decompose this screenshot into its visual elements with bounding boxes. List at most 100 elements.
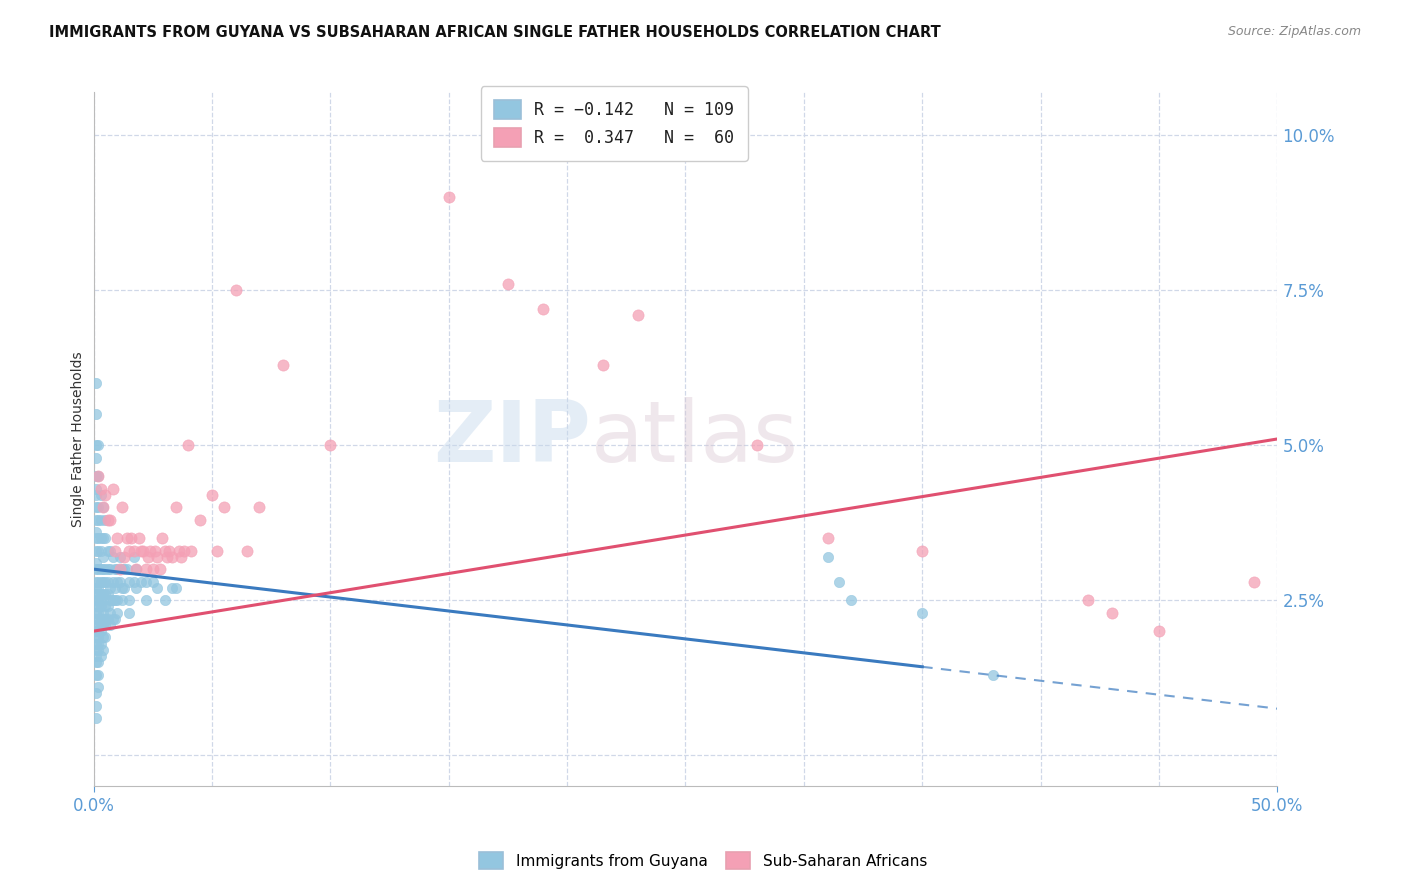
Point xyxy=(97,543,120,558)
Point xyxy=(911,606,934,620)
Point xyxy=(84,556,107,570)
Point xyxy=(87,612,110,626)
Point xyxy=(1077,593,1099,607)
Point xyxy=(84,581,107,595)
Point xyxy=(84,587,107,601)
Point xyxy=(94,531,117,545)
Point xyxy=(177,438,200,452)
Point xyxy=(90,488,112,502)
Point xyxy=(153,543,176,558)
Point xyxy=(87,512,110,526)
Point xyxy=(129,574,152,589)
Point xyxy=(496,277,519,291)
Point xyxy=(84,488,107,502)
Point xyxy=(115,531,138,545)
Point xyxy=(97,599,120,614)
Point xyxy=(101,549,124,564)
Point xyxy=(839,593,862,607)
Point xyxy=(84,531,107,545)
Point xyxy=(112,562,135,576)
Y-axis label: Single Father Households: Single Father Households xyxy=(72,351,86,527)
Point xyxy=(84,512,107,526)
Point xyxy=(87,618,110,632)
Point xyxy=(94,618,117,632)
Point xyxy=(87,631,110,645)
Point xyxy=(90,612,112,626)
Point xyxy=(84,599,107,614)
Point xyxy=(84,593,107,607)
Point xyxy=(87,438,110,452)
Point xyxy=(97,587,120,601)
Point xyxy=(165,581,187,595)
Point xyxy=(105,531,128,545)
Point xyxy=(84,667,107,681)
Point xyxy=(118,606,141,620)
Point xyxy=(108,562,131,576)
Point xyxy=(91,642,114,657)
Point xyxy=(592,358,614,372)
Point xyxy=(98,606,121,620)
Point xyxy=(84,606,107,620)
Point xyxy=(94,512,117,526)
Point xyxy=(136,549,159,564)
Point xyxy=(90,599,112,614)
Point xyxy=(84,407,107,421)
Point xyxy=(84,624,107,639)
Point xyxy=(101,482,124,496)
Point xyxy=(125,562,148,576)
Point xyxy=(87,680,110,694)
Point xyxy=(104,543,127,558)
Point xyxy=(94,574,117,589)
Point xyxy=(90,543,112,558)
Point xyxy=(84,655,107,669)
Point xyxy=(112,549,135,564)
Point xyxy=(118,574,141,589)
Point xyxy=(91,606,114,620)
Point xyxy=(87,624,110,639)
Point xyxy=(111,593,134,607)
Point xyxy=(87,543,110,558)
Point xyxy=(90,562,112,576)
Point xyxy=(97,562,120,576)
Point xyxy=(104,612,127,626)
Point xyxy=(104,562,127,576)
Point xyxy=(91,593,114,607)
Point xyxy=(87,587,110,601)
Point xyxy=(111,500,134,515)
Point xyxy=(91,631,114,645)
Point xyxy=(236,543,259,558)
Legend: Immigrants from Guyana, Sub-Saharan Africans: Immigrants from Guyana, Sub-Saharan Afri… xyxy=(472,846,934,875)
Point xyxy=(981,667,1004,681)
Point xyxy=(90,574,112,589)
Point xyxy=(94,562,117,576)
Point xyxy=(135,574,157,589)
Point xyxy=(180,543,202,558)
Point xyxy=(91,618,114,632)
Point xyxy=(1243,574,1265,589)
Point xyxy=(90,624,112,639)
Point xyxy=(84,642,107,657)
Point xyxy=(87,581,110,595)
Point xyxy=(201,488,224,502)
Point xyxy=(225,283,247,297)
Text: Source: ZipAtlas.com: Source: ZipAtlas.com xyxy=(1227,25,1361,38)
Point xyxy=(437,190,460,204)
Point xyxy=(94,488,117,502)
Point xyxy=(160,549,183,564)
Point xyxy=(87,500,110,515)
Point xyxy=(84,450,107,465)
Point xyxy=(87,593,110,607)
Point xyxy=(91,574,114,589)
Point xyxy=(91,500,114,515)
Point xyxy=(84,636,107,650)
Point xyxy=(87,469,110,483)
Point xyxy=(91,612,114,626)
Point xyxy=(84,612,107,626)
Legend: R = −0.142   N = 109, R =  0.347   N =  60: R = −0.142 N = 109, R = 0.347 N = 60 xyxy=(481,87,748,161)
Point xyxy=(143,543,166,558)
Point xyxy=(84,574,107,589)
Point xyxy=(84,648,107,663)
Point xyxy=(84,524,107,539)
Point xyxy=(149,562,172,576)
Point xyxy=(142,574,165,589)
